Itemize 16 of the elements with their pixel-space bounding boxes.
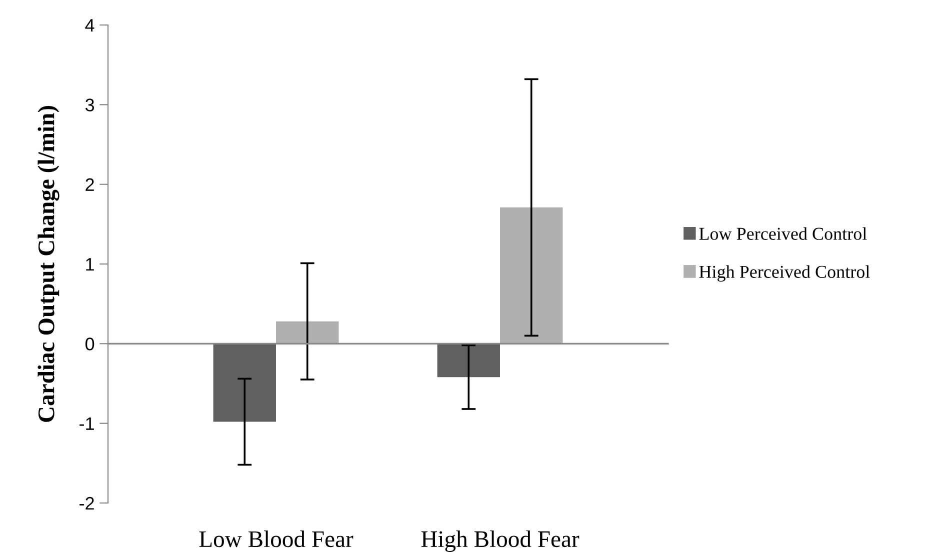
legend-label: Low Perceived Control (699, 227, 867, 240)
y-axis-title: Cardiac Output Change (l/min) (38, 106, 60, 422)
y-tick-label: 1 (86, 258, 94, 271)
y-tick-label: -1 (80, 417, 94, 430)
bar (500, 207, 563, 344)
bar (437, 344, 500, 378)
y-tick-label: 4 (85, 19, 94, 32)
x-tick-label: Low Blood Fear (199, 530, 354, 548)
bar (213, 344, 276, 422)
y-tick-label: 3 (85, 98, 94, 112)
y-tick-label: -2 (80, 496, 94, 510)
y-tick-label: 0 (85, 338, 94, 350)
x-tick-label: High Blood Fear (421, 530, 580, 552)
bar (276, 321, 339, 344)
legend-label: High Perceived Control (699, 265, 870, 282)
y-tick-label: 2 (86, 178, 94, 191)
